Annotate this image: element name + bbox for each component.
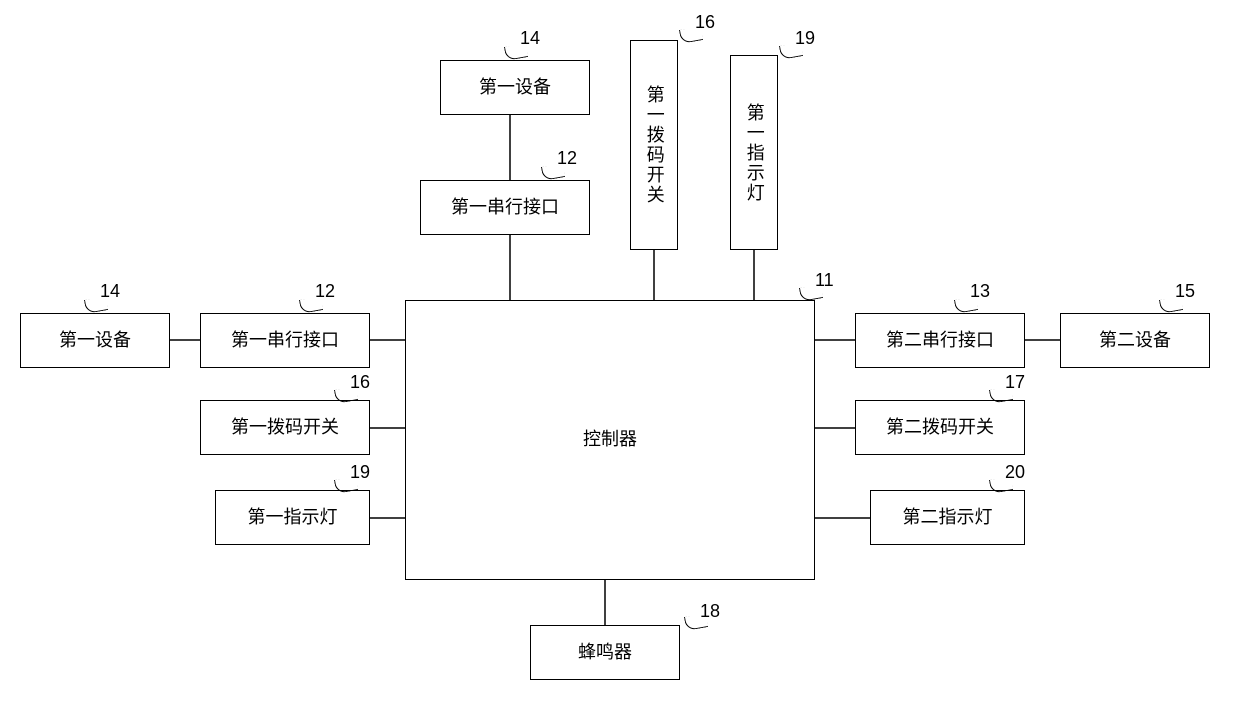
node-left-dev1-label: 第一设备 (59, 329, 131, 352)
node-top-dip1-label: 第一拨码开关 (642, 85, 665, 205)
node-right-dev2-label: 第二设备 (1099, 329, 1171, 352)
ref-tick-1 (541, 163, 565, 181)
ref-tick-10 (1159, 296, 1183, 314)
node-left-dip1: 第一拨码开关 (200, 400, 370, 455)
ref-tick-13 (684, 613, 708, 631)
node-top-serial1-label: 第一串行接口 (451, 196, 559, 219)
node-left-led1: 第一指示灯 (215, 490, 370, 545)
ref-tick-9 (954, 296, 978, 314)
ref-tick-5 (84, 296, 108, 314)
node-left-serial1: 第一串行接口 (200, 313, 370, 368)
node-left-dip1-label: 第一拨码开关 (231, 416, 339, 439)
node-right-dev2: 第二设备 (1060, 313, 1210, 368)
node-right-led2-label: 第二指示灯 (903, 506, 993, 529)
node-top-dev1: 第一设备 (440, 60, 590, 115)
node-right-serial2: 第二串行接口 (855, 313, 1025, 368)
node-top-serial1: 第一串行接口 (420, 180, 590, 235)
node-left-serial1-label: 第一串行接口 (231, 329, 339, 352)
node-top-led1-label: 第一指示灯 (742, 103, 765, 203)
node-right-dip2: 第二拨码开关 (855, 400, 1025, 455)
node-controller-label: 控制器 (583, 428, 637, 451)
node-buzzer-label: 蜂鸣器 (578, 641, 632, 664)
node-top-dip1: 第一拨码开关 (630, 40, 678, 250)
node-top-dev1-label: 第一设备 (479, 76, 551, 99)
node-left-dev1: 第一设备 (20, 313, 170, 368)
node-buzzer: 蜂鸣器 (530, 625, 680, 680)
ref-tick-0 (504, 43, 528, 61)
ref-tick-2 (679, 26, 703, 44)
node-controller: 控制器 (405, 300, 815, 580)
node-right-led2: 第二指示灯 (870, 490, 1025, 545)
node-top-led1: 第一指示灯 (730, 55, 778, 250)
node-right-dip2-label: 第二拨码开关 (886, 416, 994, 439)
node-left-led1-label: 第一指示灯 (248, 506, 338, 529)
ref-tick-3 (779, 42, 803, 60)
ref-tick-6 (299, 296, 323, 314)
node-right-serial2-label: 第二串行接口 (886, 329, 994, 352)
